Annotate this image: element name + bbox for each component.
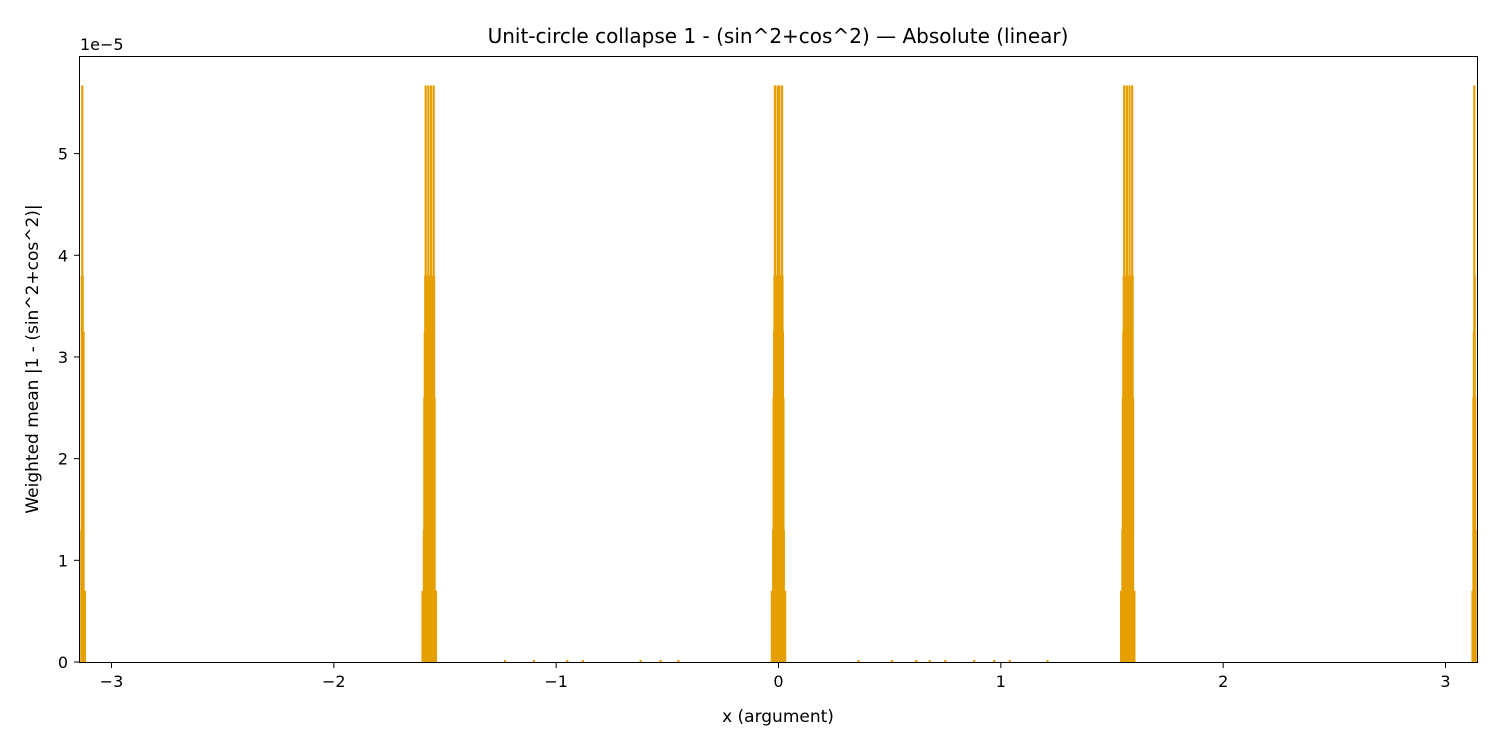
bar <box>532 659 536 662</box>
y-axis-label: Weighted mean |1 - (sin^2+cos^2)| <box>23 204 43 513</box>
bars-group <box>80 85 1477 663</box>
y-tick-label: 2 <box>58 450 68 469</box>
bar <box>857 659 860 662</box>
x-tick-label: 1 <box>996 672 1006 691</box>
y-tick-label: 1 <box>58 551 68 570</box>
bar <box>944 659 947 662</box>
bar <box>639 659 642 662</box>
bar <box>784 590 787 662</box>
x-tick-label: 2 <box>1218 672 1228 691</box>
y-tick-label: 4 <box>58 246 68 265</box>
x-tick-label: −2 <box>322 672 346 691</box>
bar <box>973 659 976 662</box>
x-tick-label: 3 <box>1440 672 1450 691</box>
bar <box>581 659 584 662</box>
bar <box>566 659 569 662</box>
bar <box>1008 659 1011 662</box>
y-tick-label: 0 <box>58 653 68 672</box>
bar <box>1133 590 1136 662</box>
bar <box>434 590 438 662</box>
x-tick-label: −3 <box>100 672 124 691</box>
bar <box>1046 659 1049 662</box>
y-offset-text: 1e−5 <box>80 35 124 54</box>
bar <box>83 590 87 662</box>
y-tick-label: 5 <box>58 145 68 164</box>
bar <box>503 659 507 662</box>
y-tick-label: 3 <box>58 348 68 367</box>
plot-frame <box>79 56 1478 663</box>
bar <box>915 659 918 662</box>
x-tick-label: −1 <box>544 672 568 691</box>
chart-title: Unit-circle collapse 1 - (sin^2+cos^2) —… <box>488 24 1069 48</box>
bar <box>433 397 436 662</box>
bar <box>82 331 85 662</box>
bar <box>1131 397 1135 662</box>
bar <box>890 659 893 662</box>
bar <box>928 659 931 662</box>
bar <box>993 659 996 662</box>
x-ticks-group: −3 −2 −1 0 1 2 3 <box>100 662 1451 691</box>
x-tick-label: 0 <box>773 672 783 691</box>
x-axis-label: x (argument) <box>722 707 834 727</box>
bar <box>677 659 680 662</box>
bar <box>1474 529 1477 662</box>
bar <box>659 659 662 662</box>
